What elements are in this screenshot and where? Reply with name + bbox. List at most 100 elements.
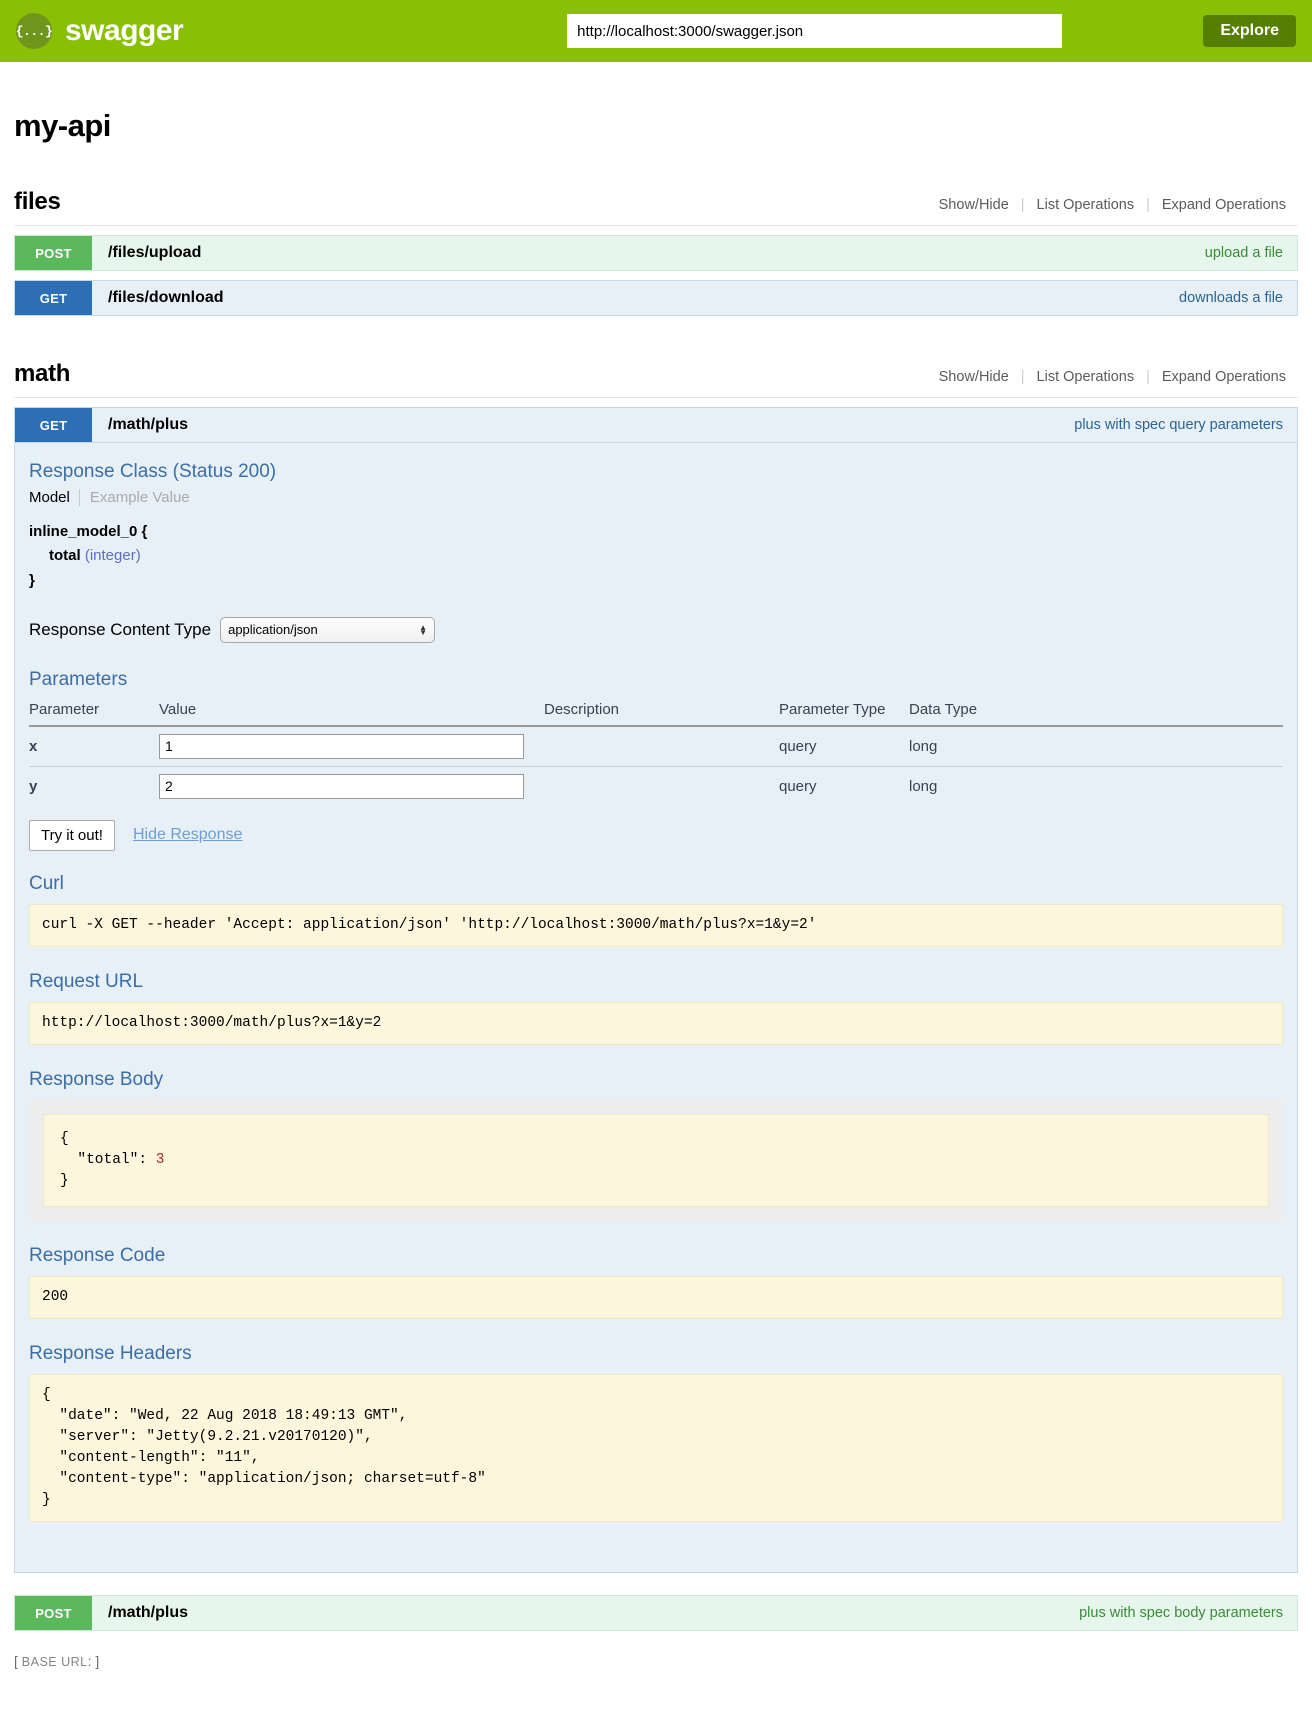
table-row: y query long — [29, 766, 1283, 806]
footer-colon: : — [87, 1653, 92, 1670]
operation-summary[interactable]: upload a file — [1204, 245, 1283, 261]
resource-header: files Show/Hide | List Operations | Expa… — [14, 188, 1298, 226]
operation-actions: Try it out! Hide Response — [29, 819, 1283, 851]
model-tabs: Model Example Value — [29, 489, 1283, 506]
operation-header[interactable]: GET /math/plus plus with spec query para… — [14, 407, 1298, 443]
response-code-value: 200 — [29, 1275, 1283, 1319]
param-x-input[interactable] — [159, 733, 524, 759]
expand-operations-link[interactable]: Expand Operations — [1161, 197, 1286, 213]
curl-command: curl -X GET --header 'Accept: applicatio… — [29, 903, 1283, 947]
explore-button[interactable]: Explore — [1203, 15, 1296, 47]
option-separator: | — [1146, 369, 1150, 385]
operation-summary[interactable]: plus with spec query parameters — [1074, 417, 1283, 433]
resource-math: math Show/Hide | List Operations | Expan… — [14, 360, 1298, 1632]
list-operations-link[interactable]: List Operations — [1036, 197, 1135, 213]
operation-get-files-download[interactable]: GET /files/download downloads a file — [14, 280, 1298, 316]
spec-url-input[interactable] — [567, 14, 1063, 48]
chevron-updown-icon: ▲ ▼ — [419, 622, 428, 637]
model-close-brace: } — [29, 571, 35, 589]
http-method-badge: GET — [15, 408, 92, 442]
operation-header[interactable]: GET /files/download downloads a file — [14, 280, 1298, 316]
param-value-cell — [159, 766, 544, 806]
json-value-total: 3 — [155, 1151, 165, 1168]
show-hide-link[interactable]: Show/Hide — [938, 197, 1009, 213]
response-content-type-row: Response Content Type application/json ▲… — [29, 616, 1283, 643]
param-name: y — [29, 777, 38, 795]
model-signature: inline_model_0 { total (integer) } — [29, 520, 1283, 593]
resource-files: files Show/Hide | List Operations | Expa… — [14, 188, 1298, 316]
option-separator: | — [1020, 369, 1025, 385]
spec-url-form — [436, 14, 1193, 48]
header-parameter-type: Parameter Type — [779, 697, 909, 727]
resource-name: math — [14, 360, 71, 387]
operation-details: Response Class (Status 200) Model Exampl… — [14, 443, 1298, 1574]
curl-title: Curl — [29, 872, 64, 894]
response-code-title: Response Code — [29, 1244, 166, 1266]
request-url-title: Request URL — [29, 970, 144, 992]
response-body-wrapper: { "total": 3 } — [29, 1099, 1283, 1221]
param-description — [544, 766, 779, 806]
param-y-input[interactable] — [159, 773, 524, 799]
operation-post-files-upload[interactable]: POST /files/upload upload a file — [14, 235, 1298, 271]
table-row: x query long — [29, 725, 1283, 767]
header-value: Value — [159, 697, 544, 727]
table-header-row: Parameter Value Description Parameter Ty… — [29, 697, 1283, 727]
list-operations-link[interactable]: List Operations — [1036, 369, 1135, 385]
json-close-brace: } — [60, 1172, 69, 1189]
option-separator: | — [1146, 197, 1150, 213]
http-method-badge: GET — [15, 281, 92, 315]
hide-response-link[interactable]: Hide Response — [132, 826, 243, 844]
swagger-logo-icon: {...} — [16, 13, 53, 49]
response-body-value: { "total": 3 } — [43, 1113, 1269, 1207]
tab-example-value[interactable]: Example Value — [89, 489, 190, 506]
header-parameter: Parameter — [29, 697, 159, 727]
operation-header[interactable]: POST /files/upload upload a file — [14, 235, 1298, 271]
model-open-brace: inline_model_0 { — [29, 523, 148, 540]
operation-get-math-plus[interactable]: GET /math/plus plus with spec query para… — [14, 407, 1298, 1574]
response-content-type-select[interactable]: application/json ▲ ▼ — [220, 616, 436, 643]
page-body: my-api files Show/Hide | List Operations… — [0, 108, 1312, 1669]
json-key-total: "total": — [60, 1151, 156, 1168]
brand-name: swagger — [65, 14, 184, 47]
model-property-type: (integer) — [84, 547, 141, 565]
param-value-cell — [159, 725, 544, 767]
expand-operations-link[interactable]: Expand Operations — [1161, 369, 1286, 385]
parameters-table: Parameter Value Description Parameter Ty… — [29, 697, 1283, 806]
operation-post-math-plus[interactable]: POST /math/plus plus with spec body para… — [14, 1595, 1298, 1632]
operation-header[interactable]: POST /math/plus plus with spec body para… — [14, 1595, 1298, 1632]
operation-summary[interactable]: plus with spec body parameters — [1079, 1605, 1283, 1622]
try-it-out-button[interactable]: Try it out! — [29, 819, 115, 851]
json-open-brace: { — [60, 1130, 69, 1147]
tab-divider — [78, 489, 80, 506]
model-property-row: total (integer) — [29, 544, 1283, 568]
header-description: Description — [544, 697, 779, 727]
param-type: query — [779, 777, 817, 795]
request-url-value: http://localhost:3000/math/plus?x=1&y=2 — [29, 1001, 1283, 1045]
model-property-name: total — [49, 547, 81, 565]
top-bar: {...} swagger Explore — [0, 0, 1312, 62]
show-hide-link[interactable]: Show/Hide — [938, 369, 1009, 385]
http-method-badge: POST — [15, 1596, 92, 1631]
param-type: query — [779, 725, 909, 767]
param-data-type: long — [909, 725, 1283, 767]
operation-path: /files/upload — [108, 244, 202, 261]
response-content-type-label: Response Content Type — [29, 619, 212, 639]
footer-open-bracket: [ — [14, 1653, 18, 1670]
operation-path: /math/plus — [108, 416, 189, 433]
tab-model[interactable]: Model — [29, 489, 70, 506]
http-method-badge: POST — [15, 236, 92, 270]
response-headers-value: { "date": "Wed, 22 Aug 2018 18:49:13 GMT… — [29, 1373, 1283, 1523]
param-data-type: long — [909, 777, 938, 795]
operation-path: /math/plus — [108, 1604, 189, 1622]
param-description — [544, 725, 779, 767]
parameters-title: Parameters — [29, 668, 128, 690]
response-class-title: Response Class (Status 200) — [29, 461, 277, 482]
operation-summary[interactable]: downloads a file — [1179, 290, 1283, 306]
footer-close-bracket: ] — [95, 1653, 100, 1670]
resource-options: Show/Hide | List Operations | Expand Ope… — [927, 197, 1298, 213]
operation-path: /files/download — [108, 289, 224, 306]
response-content-type-value: application/json — [228, 622, 318, 638]
base-url-label: BASE URL — [21, 1655, 88, 1670]
response-headers-title: Response Headers — [29, 1342, 192, 1364]
header-data-type: Data Type — [909, 697, 1283, 727]
